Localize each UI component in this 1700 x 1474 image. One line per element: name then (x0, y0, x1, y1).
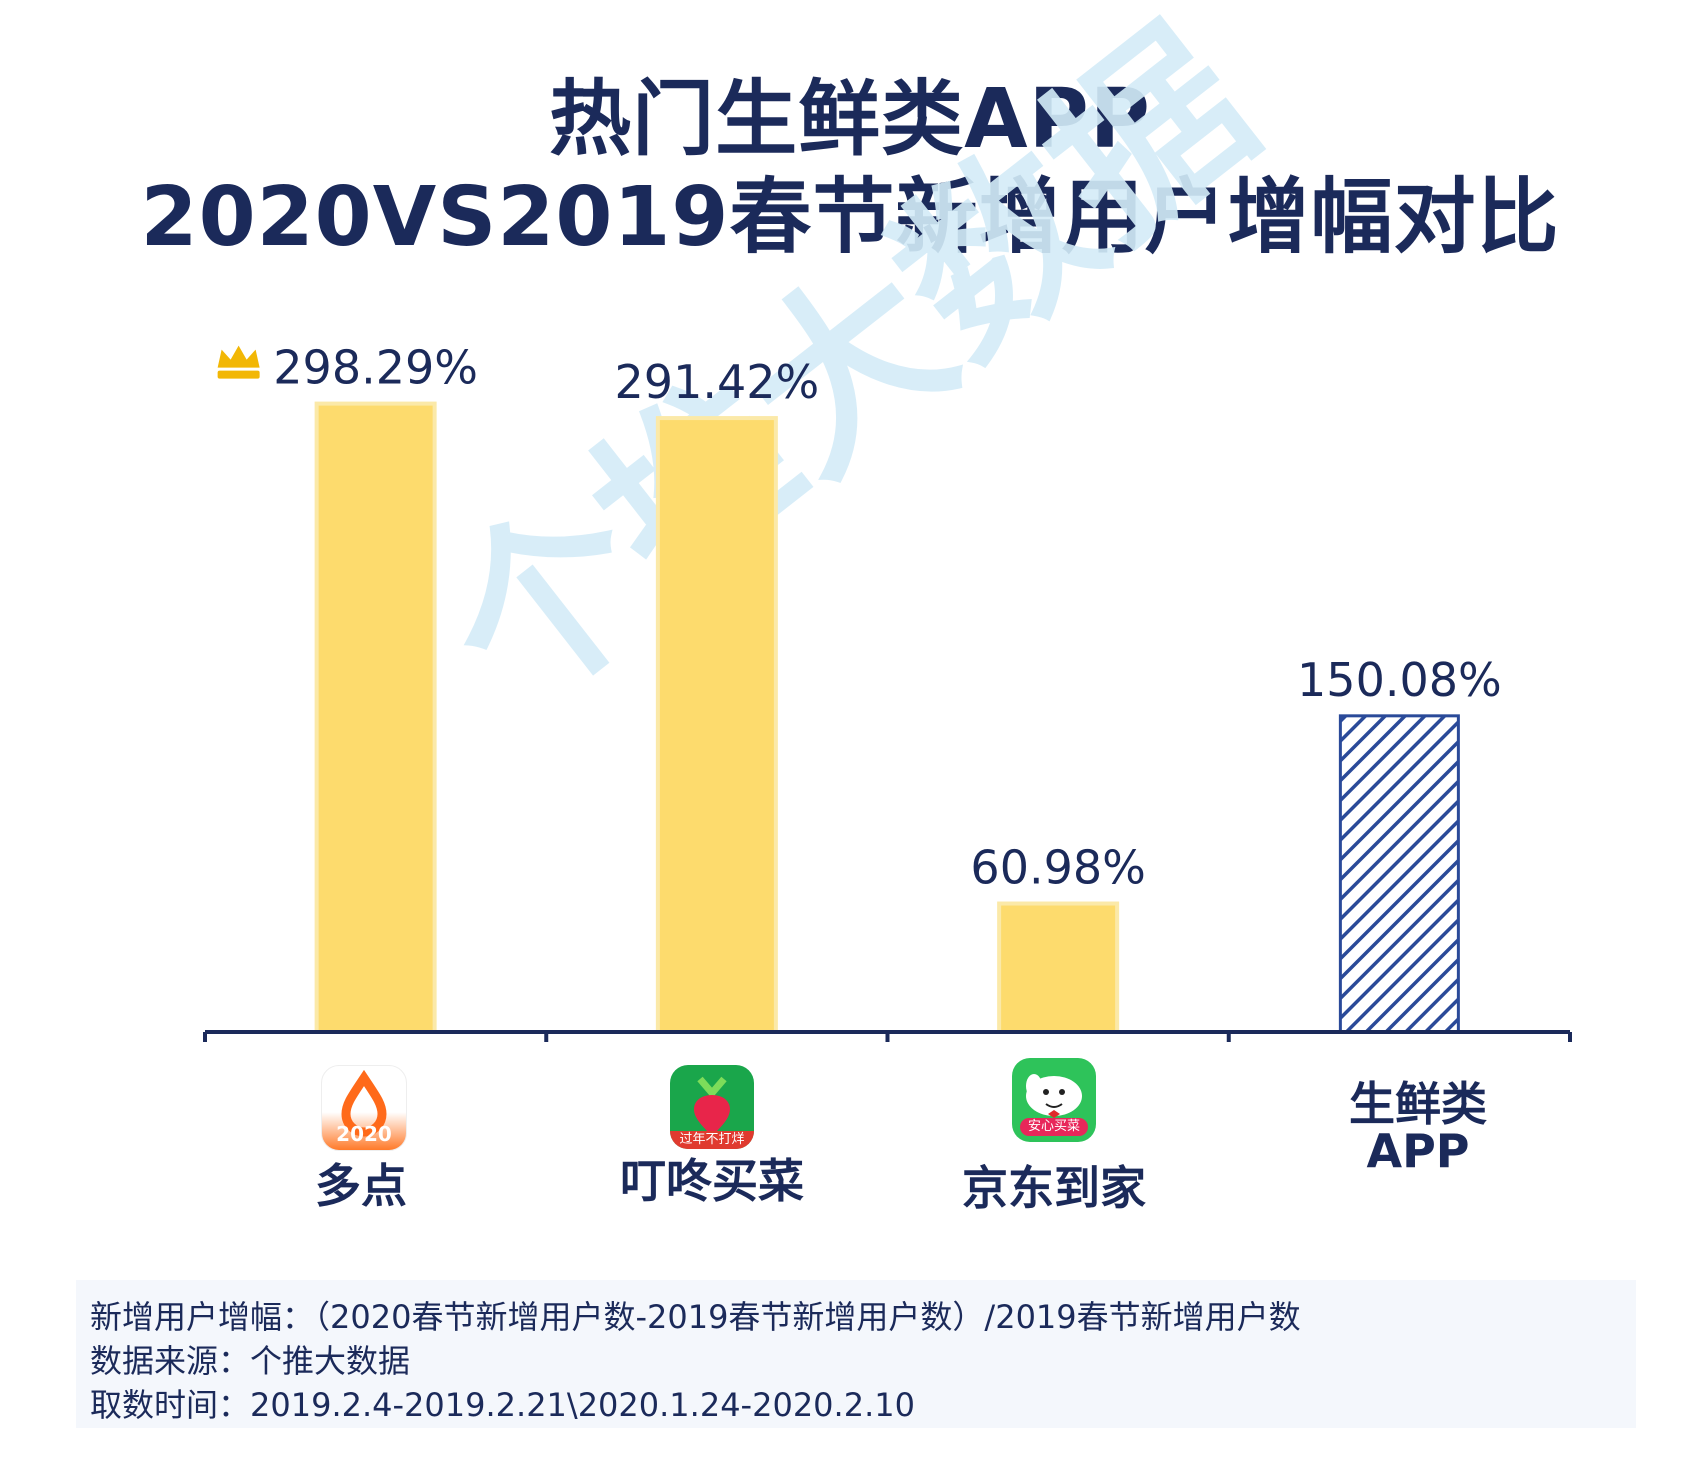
duodian-app-icon: 2020 (321, 1065, 407, 1151)
data-label-2: 60.98% (970, 841, 1145, 895)
jd-daojia-badge: 安心买菜 (1020, 1118, 1088, 1136)
duodian-badge: 2020 (336, 1122, 392, 1146)
footer-notes: 新增用户增幅：（2020春节新增用户数-2019春节新增用户数）/2019春节新… (76, 1280, 1636, 1428)
app-label-dingdong: 叮咚买菜 (620, 1154, 804, 1208)
chart-title-line1: 热门生鲜类APP (549, 72, 1151, 167)
bar-2 (997, 901, 1120, 1034)
app-label-duodian: 多点 (315, 1159, 407, 1213)
chart-title-line2: 2020VS2019春节新增用户增幅对比 (140, 170, 1560, 265)
jd-daojia-app-icon: 安心买菜 (1012, 1058, 1096, 1142)
bar-chart: 298.29% 291.42% 60.98% 150.08% (203, 341, 1572, 1042)
data-label-0: 298.29% (273, 341, 478, 395)
bar-0 (314, 401, 437, 1034)
app-label-fresh-line2: APP (1366, 1124, 1470, 1178)
crown-icon (217, 345, 260, 379)
footer-definition: 新增用户增幅：（2020春节新增用户数-2019春节新增用户数）/2019春节新… (90, 1298, 1301, 1336)
app-label-fresh-line1: 生鲜类 (1349, 1077, 1487, 1131)
dingdong-badge: 过年不打烊 (670, 1131, 754, 1149)
footer-source: 数据来源：个推大数据 (90, 1342, 411, 1380)
footer-date-range: 取数时间：2019.2.4-2019.2.21\2020.1.24-2020.2… (90, 1386, 915, 1424)
data-label-3: 150.08% (1297, 653, 1502, 707)
bar-3 (1338, 714, 1460, 1034)
dingdong-app-icon: 过年不打烊 (670, 1065, 754, 1149)
app-label-jd-daojia: 京东到家 (962, 1161, 1146, 1215)
data-label-1: 291.42% (615, 355, 820, 409)
bar-1 (655, 416, 778, 1034)
